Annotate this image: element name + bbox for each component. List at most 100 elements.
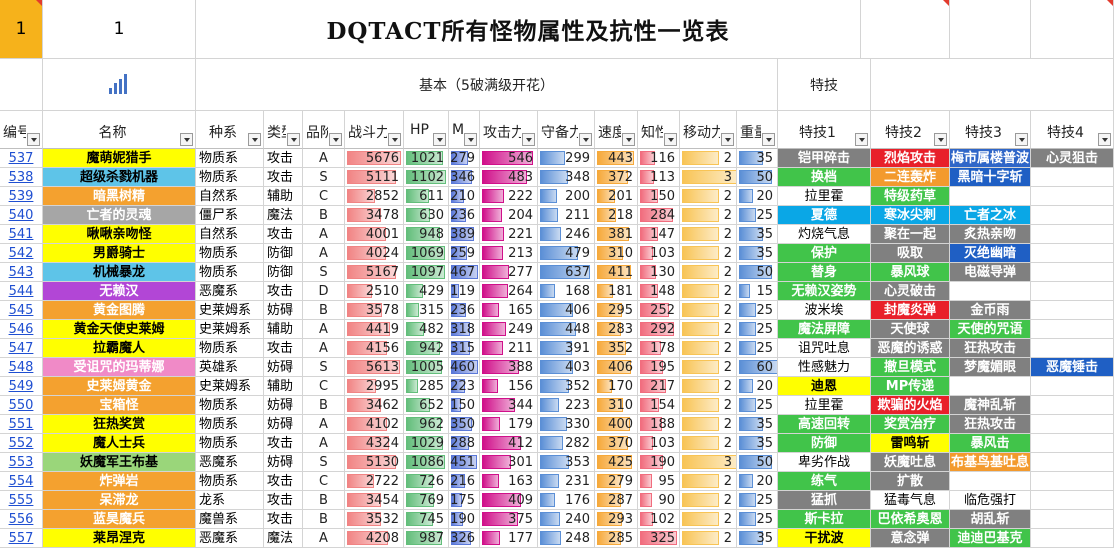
cell-s3[interactable]: 迪迪巴基克 [950, 529, 1031, 548]
cell-s3[interactable] [950, 472, 1031, 491]
cell-weight[interactable]: 35 [737, 415, 778, 434]
cell-def[interactable]: 200 [538, 187, 595, 206]
cell-name[interactable]: 莱昂涅克 [43, 529, 196, 548]
filter-dropdown-icon[interactable] [1015, 133, 1028, 146]
cell-rank[interactable]: A [303, 320, 345, 339]
cell-hp[interactable]: 315 [404, 301, 449, 320]
cell-s2[interactable]: 奖赏治疗 [871, 415, 950, 434]
cell-def[interactable]: 330 [538, 415, 595, 434]
cell-s2[interactable]: 封魔炎弹 [871, 301, 950, 320]
cell-s2[interactable]: 烈焰攻击 [871, 149, 950, 168]
group-header-skill[interactable]: 特技 [778, 59, 871, 111]
filter-dropdown-icon[interactable] [934, 133, 947, 146]
cell-s2[interactable]: 特级药草 [871, 187, 950, 206]
cell-mp[interactable]: 350 [449, 415, 480, 434]
cell-power[interactable]: 4024 [345, 244, 404, 263]
cell-s2[interactable]: MP传递 [871, 377, 950, 396]
cell-race[interactable]: 僵尸系 [196, 206, 264, 225]
cell-race[interactable]: 魔兽系 [196, 510, 264, 529]
cell-weight[interactable]: 25 [737, 320, 778, 339]
cell-s2[interactable]: 撤旦模式 [871, 358, 950, 377]
cell-spd[interactable]: 285 [595, 529, 638, 548]
cell-s4[interactable] [1031, 396, 1114, 415]
cell-atk[interactable]: 179 [480, 415, 538, 434]
cell-s2[interactable]: 妖魔吐息 [871, 453, 950, 472]
cell-hp[interactable]: 285 [404, 377, 449, 396]
cell-mp[interactable]: 451 [449, 453, 480, 472]
cell-s3[interactable] [950, 282, 1031, 301]
column-header[interactable]: 特技4 [1031, 111, 1114, 149]
cell-hp[interactable]: 1005 [404, 358, 449, 377]
cell-hp[interactable]: 769 [404, 491, 449, 510]
cell-rank[interactable]: C [303, 472, 345, 491]
cell-hp[interactable]: 745 [404, 510, 449, 529]
cell-move[interactable]: 2 [680, 225, 737, 244]
cell-rank[interactable]: B [303, 301, 345, 320]
cell-mp[interactable]: 236 [449, 206, 480, 225]
cell-s2[interactable]: 心灵破击 [871, 282, 950, 301]
cell-s2[interactable]: 吸取 [871, 244, 950, 263]
filter-dropdown-icon[interactable] [248, 133, 261, 146]
column-header[interactable]: 品阶 [303, 111, 345, 149]
cell-atk[interactable]: 213 [480, 244, 538, 263]
cell-power[interactable]: 2722 [345, 472, 404, 491]
cell-s4[interactable] [1031, 244, 1114, 263]
filter-dropdown-icon[interactable] [329, 133, 342, 146]
cell-move[interactable]: 2 [680, 415, 737, 434]
cell-power[interactable]: 5613 [345, 358, 404, 377]
cell-mp[interactable]: 210 [449, 187, 480, 206]
cell-s3[interactable]: 梅市属楼普波 [950, 149, 1031, 168]
cell-s3[interactable]: 狂热攻击 [950, 339, 1031, 358]
cell-atk[interactable]: 211 [480, 339, 538, 358]
cell-weight[interactable]: 20 [737, 187, 778, 206]
cell-spd[interactable]: 295 [595, 301, 638, 320]
cell-type[interactable]: 妨碍 [264, 415, 303, 434]
cell-atk[interactable]: 412 [480, 434, 538, 453]
cell-power[interactable]: 2510 [345, 282, 404, 301]
cell-s4[interactable] [1031, 320, 1114, 339]
cell-spd[interactable]: 370 [595, 434, 638, 453]
cell-weight[interactable]: 50 [737, 453, 778, 472]
cell-int[interactable]: 130 [638, 263, 680, 282]
cell-s3[interactable]: 暴风击 [950, 434, 1031, 453]
cell-s3[interactable]: 黑暗十字斩 [950, 168, 1031, 187]
cell-s3[interactable]: 魔神乱斩 [950, 396, 1031, 415]
cell-mp[interactable]: 216 [449, 472, 480, 491]
cell-rank[interactable]: S [303, 168, 345, 187]
cell-rank[interactable]: C [303, 377, 345, 396]
cell-spd[interactable]: 443 [595, 149, 638, 168]
cell-move[interactable]: 2 [680, 434, 737, 453]
cell-atk[interactable]: 388 [480, 358, 538, 377]
cell-atk[interactable]: 264 [480, 282, 538, 301]
cell-spd[interactable]: 283 [595, 320, 638, 339]
cell-mp[interactable]: 150 [449, 396, 480, 415]
cell-type[interactable]: 妨碍 [264, 453, 303, 472]
cell-atk[interactable]: 204 [480, 206, 538, 225]
cell-mp[interactable]: 288 [449, 434, 480, 453]
cell-rank[interactable]: S [303, 453, 345, 472]
cell-s2[interactable]: 巴依希奥恩 [871, 510, 950, 529]
cell-power[interactable]: 4102 [345, 415, 404, 434]
cell-atk[interactable]: 165 [480, 301, 538, 320]
filter-dropdown-icon[interactable] [464, 133, 477, 146]
cell-s2[interactable]: 聚在一起 [871, 225, 950, 244]
cell-int[interactable]: 102 [638, 510, 680, 529]
column-header[interactable]: HP [404, 111, 449, 149]
cell-power[interactable]: 4324 [345, 434, 404, 453]
cell-s4[interactable] [1031, 377, 1114, 396]
cell-name[interactable]: 机械暴龙 [43, 263, 196, 282]
cell-power[interactable]: 4156 [345, 339, 404, 358]
cell-mp[interactable]: 223 [449, 377, 480, 396]
cell-int[interactable]: 188 [638, 415, 680, 434]
filter-dropdown-icon[interactable] [27, 133, 40, 146]
cell-s1[interactable]: 诅咒吐息 [778, 339, 871, 358]
cell-id[interactable]: 538 [0, 168, 43, 187]
cell-s3[interactable]: 天使的咒语 [950, 320, 1031, 339]
cell-power[interactable]: 3532 [345, 510, 404, 529]
cell-id[interactable]: 541 [0, 225, 43, 244]
cell-def[interactable]: 353 [538, 453, 595, 472]
cell-s2[interactable]: 猛毒气息 [871, 491, 950, 510]
cell-power[interactable]: 4001 [345, 225, 404, 244]
cell-mp[interactable]: 279 [449, 149, 480, 168]
column-header[interactable]: 重量 [737, 111, 778, 149]
